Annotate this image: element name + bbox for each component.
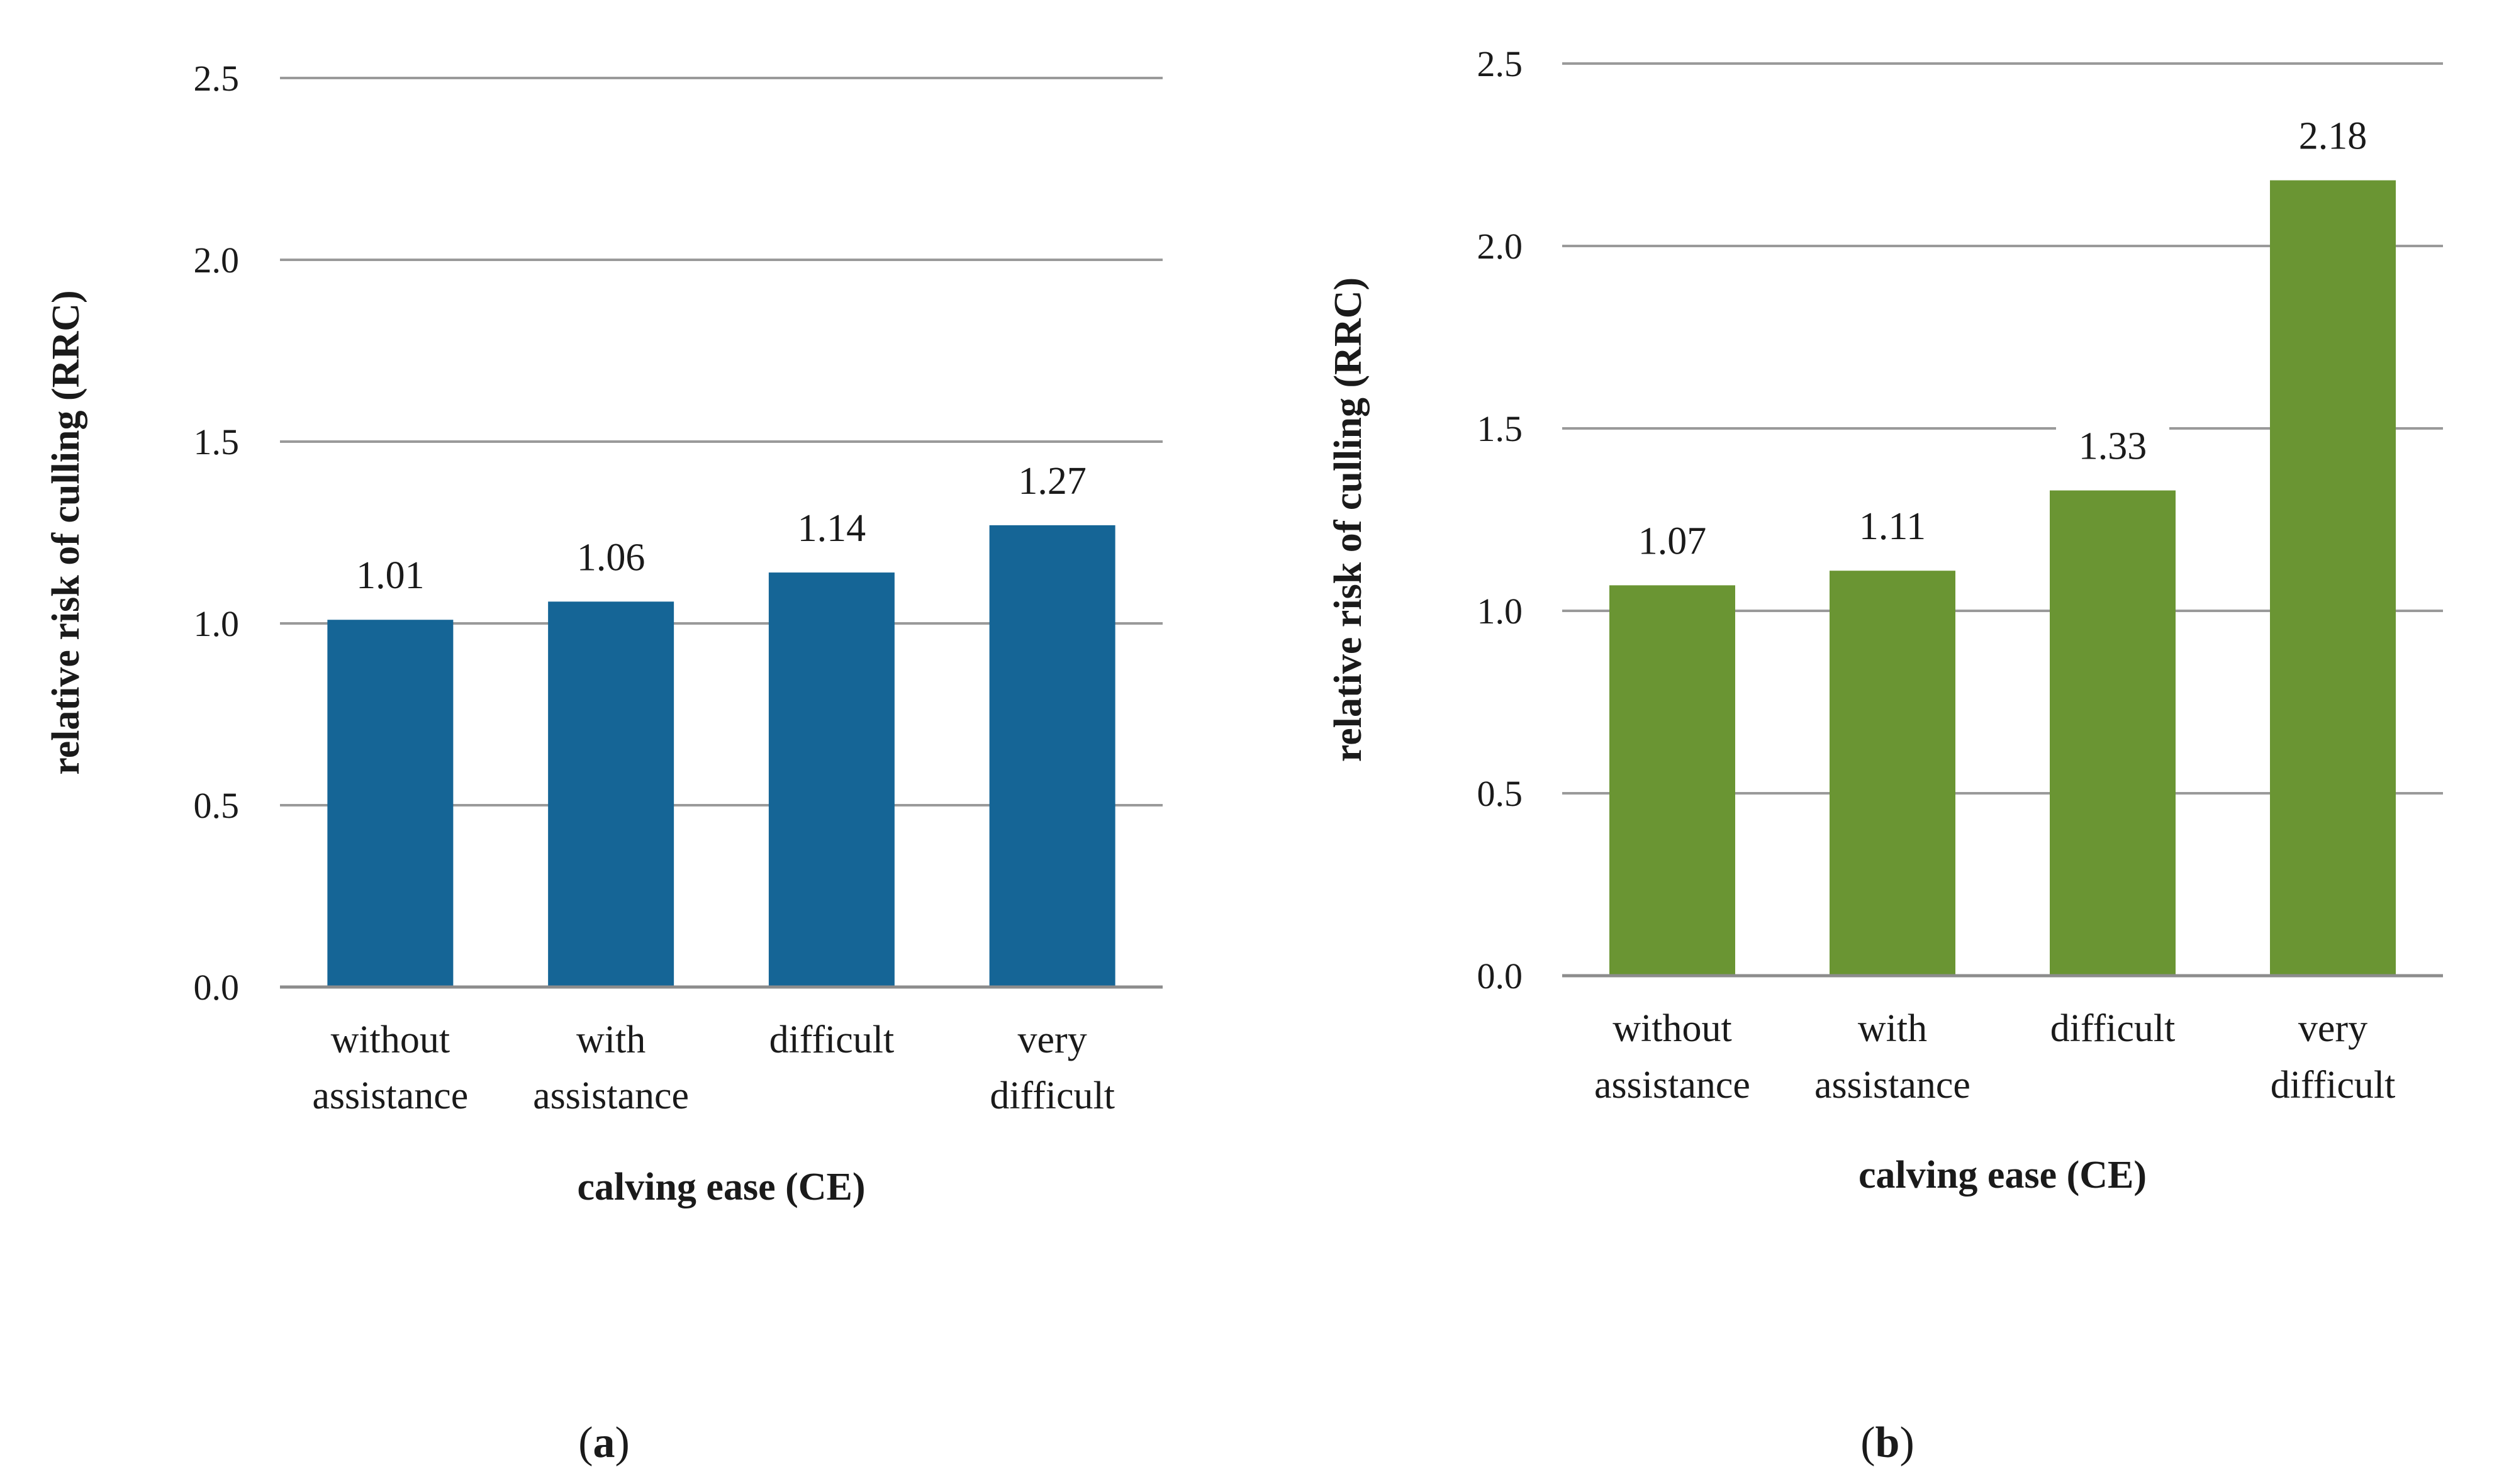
y-tick-label: 2.5: [1477, 43, 1523, 84]
x-category-label: difficult: [990, 1074, 1115, 1117]
data-label: 1.01: [356, 554, 425, 597]
x-category-label: without: [1613, 1007, 1731, 1050]
y-tick-label: 2.5: [194, 58, 240, 99]
data-label: 1.14: [798, 507, 866, 550]
x-axis-title: calving ease (CE): [1858, 1154, 2147, 1197]
bar: [327, 620, 454, 987]
bar: [2050, 490, 2176, 976]
data-label-bg: [2056, 420, 2169, 472]
bar: [989, 525, 1115, 987]
x-category-label: with: [576, 1018, 646, 1061]
panel-letter: b: [1875, 1419, 1900, 1467]
y-tick-label: 1.0: [1477, 591, 1523, 632]
data-label-bg: [774, 502, 888, 554]
bar: [1609, 585, 1735, 976]
y-tick-label: 1.5: [194, 421, 240, 462]
x-category-label: assistance: [1814, 1064, 1970, 1107]
data-label: 1.11: [1859, 505, 1926, 548]
data-label: 1.33: [2079, 425, 2147, 468]
x-category-label: with: [1858, 1007, 1927, 1050]
y-tick-label: 2.0: [1477, 226, 1523, 267]
chart-a: 0.0 0.5 1.0 1.5 2.0 2.5 1.01 without assistance 1…: [45, 58, 1163, 1467]
data-label-bg: [995, 454, 1109, 506]
bar: [2270, 180, 2396, 976]
y-tick-label: 2.0: [194, 240, 240, 281]
panel-label: (a): [578, 1419, 630, 1467]
y-tick-label: 0.5: [1477, 773, 1523, 814]
panel-label: (b): [1860, 1419, 1914, 1467]
data-label-bg: [1616, 515, 1729, 567]
x-category-label: without: [331, 1018, 450, 1061]
y-axis-title: relative risk of culling (RRC): [45, 290, 87, 774]
data-label: 1.07: [1638, 520, 1707, 562]
x-category-label: assistance: [533, 1074, 689, 1117]
y-tick-label: 0.0: [1477, 956, 1523, 996]
x-category-label: difficult: [2050, 1007, 2176, 1050]
data-label: 2.18: [2299, 115, 2367, 158]
data-label: 1.06: [577, 536, 646, 579]
x-category-label: very: [2298, 1007, 2367, 1050]
data-label-bg: [2276, 109, 2389, 162]
bar: [1830, 571, 1955, 976]
y-tick-label: 0.5: [194, 785, 240, 826]
y-tick-label: 1.5: [1477, 408, 1523, 449]
x-category-label: difficult: [769, 1018, 895, 1061]
data-label-bg: [1836, 500, 1949, 552]
panel-letter: a: [593, 1419, 615, 1467]
data-label-bg: [554, 531, 668, 583]
chart-b: 0.0 0.5 1.0 1.5 2.0 2.5 1.07 without assistance 1…: [1327, 43, 2443, 1467]
y-axis-title: relative risk of culling (RRC): [1327, 277, 1370, 762]
y-tick-label: 1.0: [194, 603, 240, 644]
bar: [768, 572, 895, 987]
x-axis-title: calving ease (CE): [577, 1166, 865, 1208]
data-label-bg: [333, 549, 447, 601]
x-category-label: assistance: [1594, 1064, 1750, 1107]
data-label: 1.27: [1018, 460, 1087, 503]
y-tick-label: 0.0: [194, 967, 240, 1008]
bar: [548, 601, 674, 987]
x-category-label: assistance: [312, 1074, 468, 1117]
x-category-label: difficult: [2271, 1064, 2396, 1107]
x-category-label: very: [1018, 1018, 1087, 1061]
